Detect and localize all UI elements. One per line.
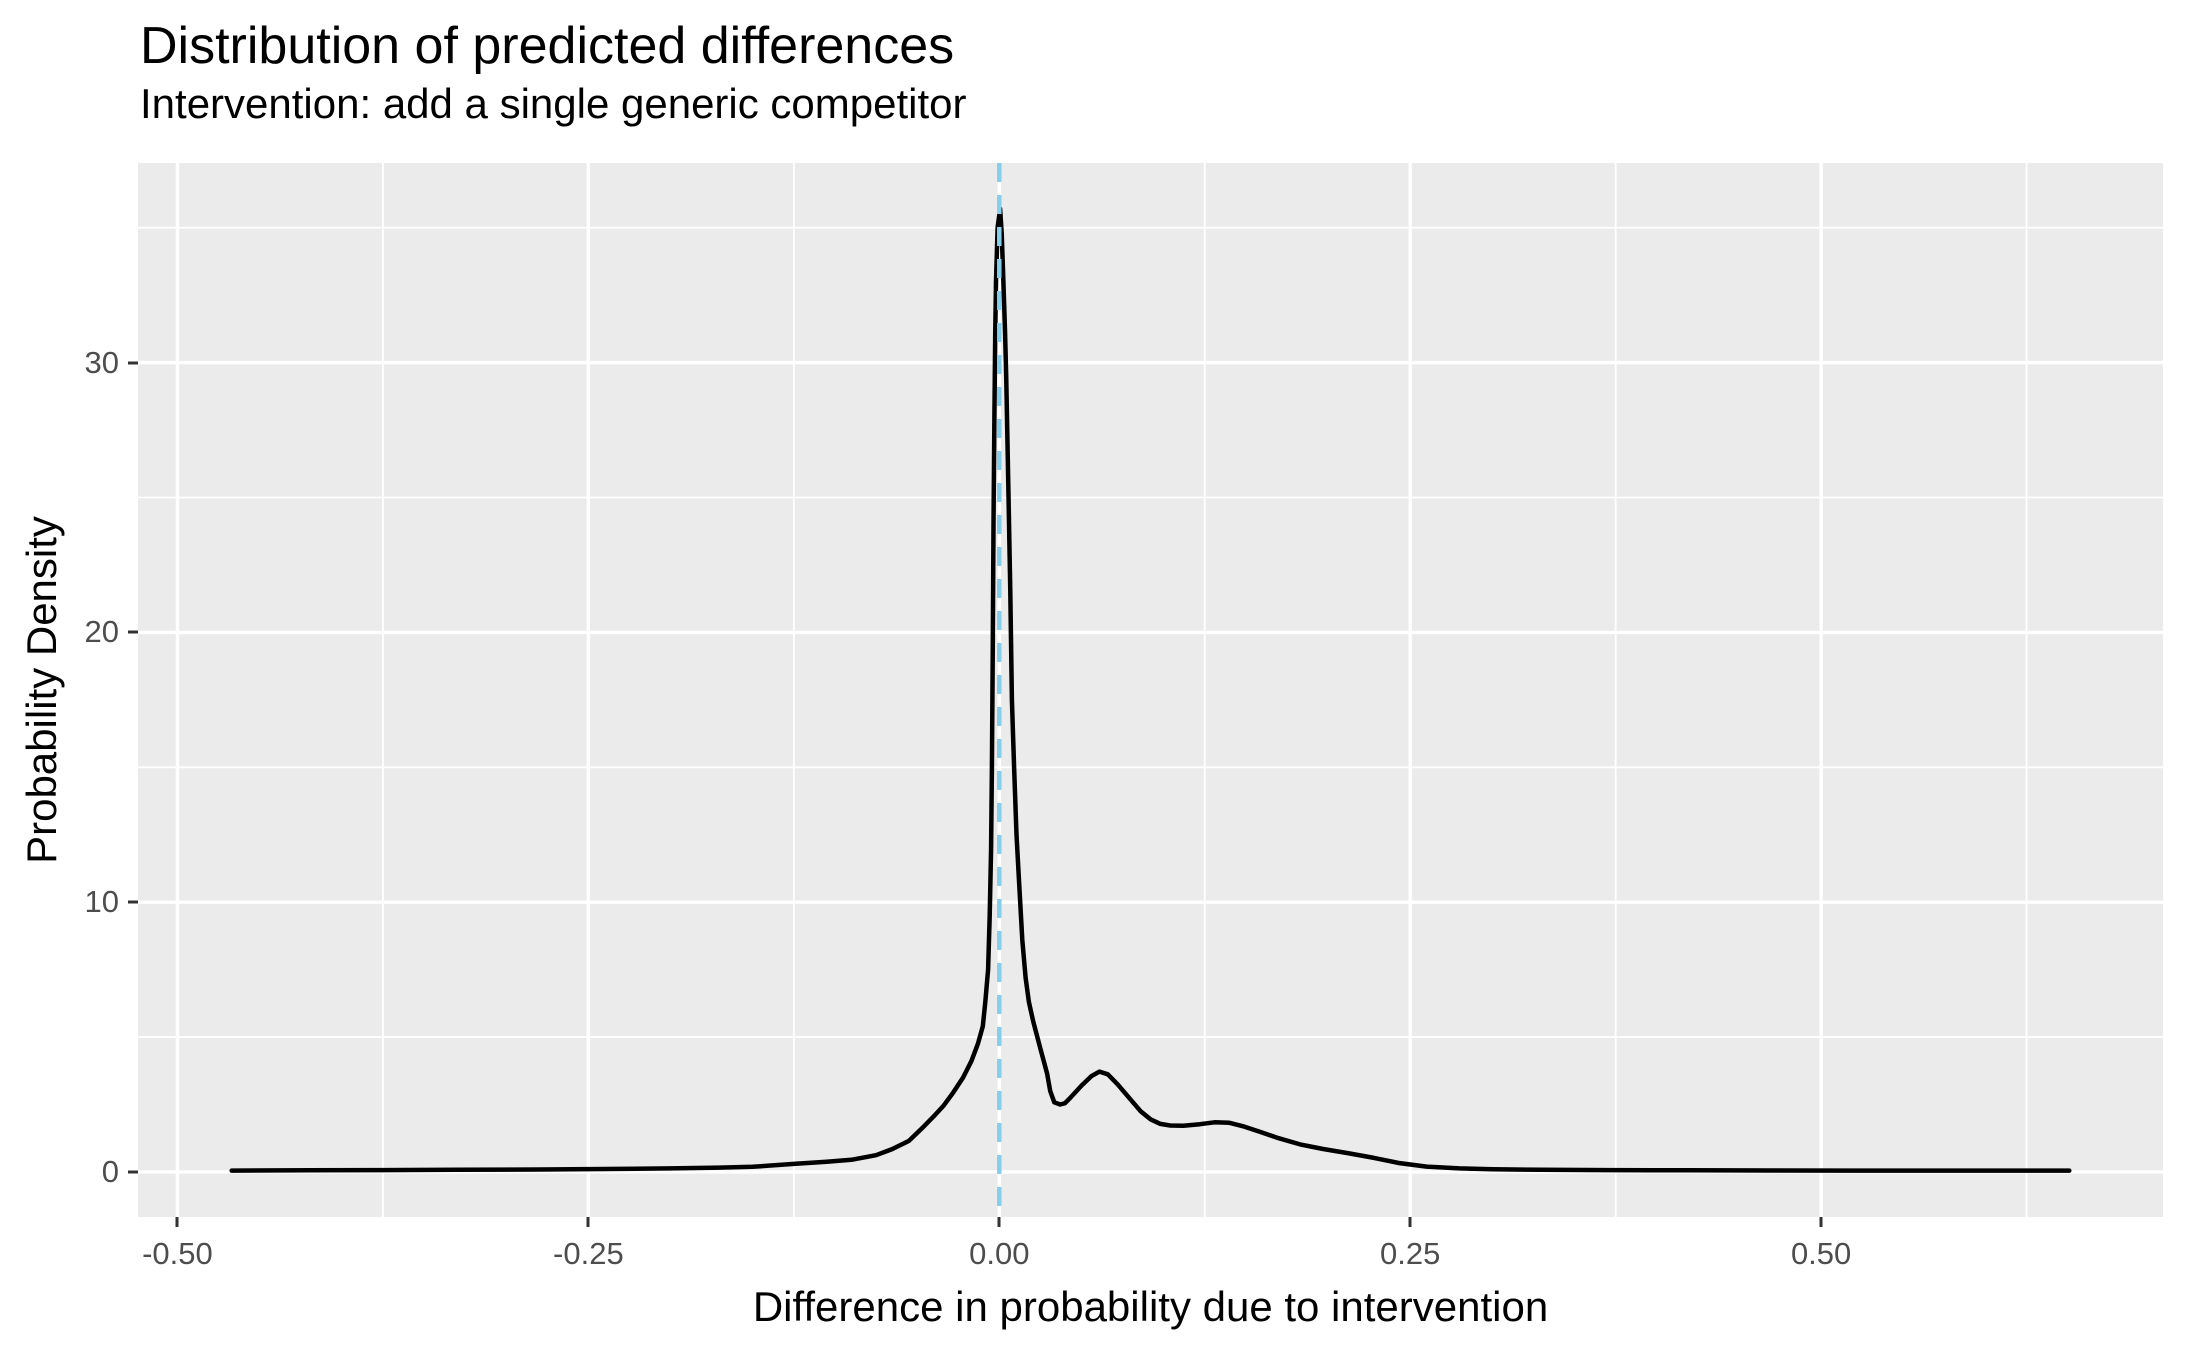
x-tick-mark xyxy=(1819,1217,1823,1227)
y-tick-mark xyxy=(128,900,138,904)
x-tick-mark xyxy=(175,1217,179,1227)
y-tick-mark xyxy=(128,630,138,634)
y-tick-label: 0 xyxy=(101,1153,119,1189)
x-tick-label: -0.50 xyxy=(142,1236,213,1271)
y-tick-mark xyxy=(128,1170,138,1174)
x-axis-title: Difference in probability due to interve… xyxy=(752,1283,1549,1330)
chart-subtitle: Intervention: add a single generic compe… xyxy=(140,80,967,127)
y-tick-label: 30 xyxy=(84,344,119,380)
y-tick-label: 10 xyxy=(84,884,119,920)
x-tick-label: -0.25 xyxy=(553,1236,624,1271)
density-plot-svg xyxy=(138,163,2163,1217)
y-tick-label: 20 xyxy=(84,614,119,650)
y-tick-mark xyxy=(128,361,138,365)
y-axis-title: Probability Density xyxy=(18,516,65,864)
plot-panel xyxy=(138,163,2163,1217)
x-tick-mark xyxy=(586,1217,590,1227)
density-curve xyxy=(229,206,2072,1173)
x-tick-label: 0.00 xyxy=(969,1236,1030,1271)
x-tick-mark xyxy=(1408,1217,1412,1227)
x-tick-mark xyxy=(997,1217,1001,1227)
chart-title: Distribution of predicted differences xyxy=(140,17,955,75)
x-tick-label: 0.50 xyxy=(1790,1236,1852,1271)
x-tick-label: 0.25 xyxy=(1380,1236,1441,1271)
